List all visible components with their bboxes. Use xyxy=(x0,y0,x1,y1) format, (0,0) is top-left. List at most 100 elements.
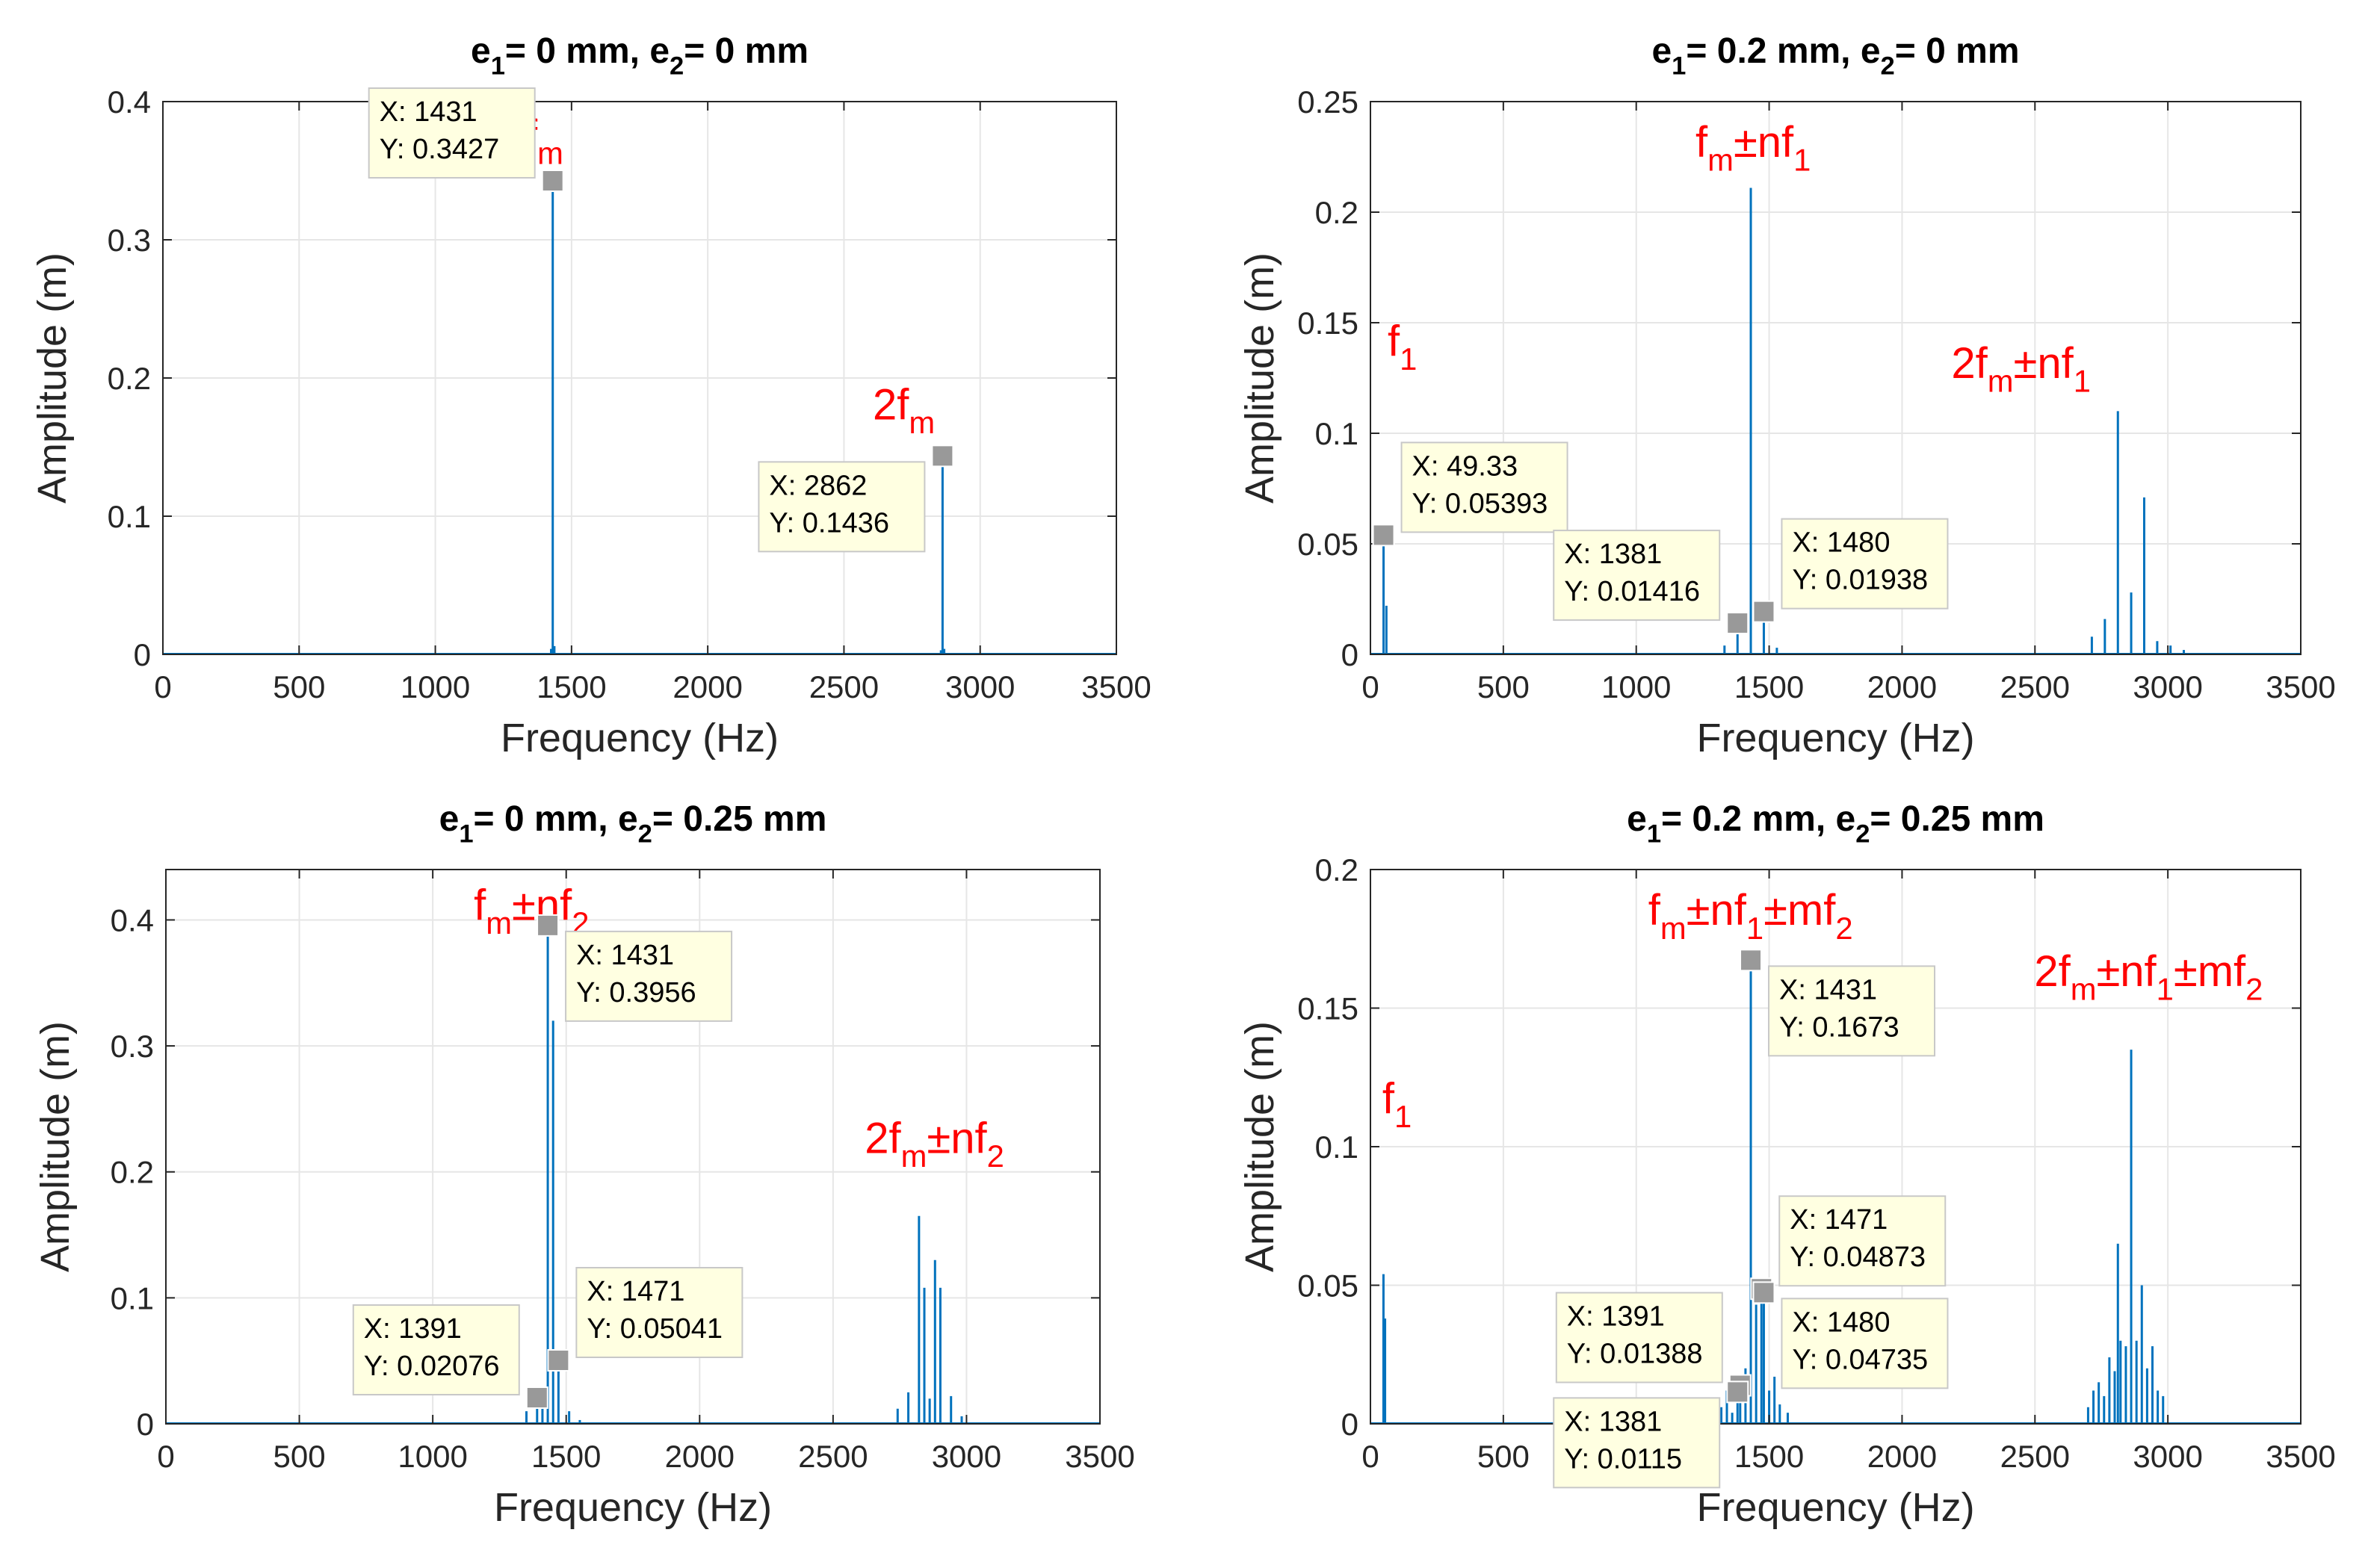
axes-box xyxy=(1370,101,2302,655)
datatip-marker[interactable] xyxy=(541,170,564,193)
datatip[interactable]: X: 1480 Y: 0.01938 xyxy=(1752,518,1949,623)
chart-panel-4: 050010001500200025003000350000.050.10.15… xyxy=(1237,799,2336,1530)
datatip-text: Y: 0.0115 xyxy=(1564,1443,1682,1475)
datatip[interactable]: X: 1431 Y: 0.3956 xyxy=(537,914,733,1022)
datatip-marker[interactable] xyxy=(1726,1380,1749,1404)
y-tick-label: 0.1 xyxy=(1315,416,1358,451)
x-tick-label: 500 xyxy=(273,669,325,704)
y-tick-label: 0 xyxy=(137,1407,154,1442)
x-tick-label: 3500 xyxy=(1065,1439,1134,1474)
datatip-text: Y: 0.04873 xyxy=(1790,1242,1926,1273)
chart-panel-3: 0 500 1000 1500 2000 2500 3000 3500 0 0.1 0.2 0.3 0.… xyxy=(33,799,1135,1530)
x-tick-label: 2500 xyxy=(2000,669,2070,704)
y-tick-label: 0.15 xyxy=(1297,306,1358,341)
datatip-marker[interactable] xyxy=(1752,1281,1775,1304)
datatip-text: X: 1480 xyxy=(1792,1307,1890,1338)
datatip[interactable]: X: 1431 Y: 0.3427 xyxy=(368,87,564,193)
x-tick-label: 3500 xyxy=(1081,669,1151,704)
datatip-box xyxy=(1781,1298,1949,1389)
x-tick-label: 3000 xyxy=(2133,669,2202,704)
datatip-text: Y: 0.05393 xyxy=(1412,488,1548,519)
datatip-text: Y: 0.02076 xyxy=(364,1351,500,1382)
datatip[interactable]: X: 49.33 Y: 0.05393 xyxy=(1372,441,1568,547)
datatip-box xyxy=(1781,518,1949,610)
datatip-text: X: 1391 xyxy=(364,1313,462,1345)
x-tick-label: 1500 xyxy=(531,1439,601,1474)
datatip-box xyxy=(1778,1195,1947,1287)
x-tick-label: 0 xyxy=(157,1439,174,1474)
peak-annotation: fm±nf1±mf2 xyxy=(1648,886,1853,946)
datatip[interactable]: X: 1381 Y: 0.0115 xyxy=(1553,1380,1749,1489)
datatip-text: X: 1431 xyxy=(576,940,674,971)
datatip-box xyxy=(368,87,536,179)
y-tick-label: 0.25 xyxy=(1297,84,1358,120)
x-tick-label: 2500 xyxy=(809,669,879,704)
datatip-marker[interactable] xyxy=(931,444,954,468)
y-tick-label: 0 xyxy=(134,637,151,672)
y-axis-label: Amplitude (m) xyxy=(33,1021,78,1272)
y-tick-label: 0.05 xyxy=(1297,1268,1358,1304)
peak-annotation: fm±nf2 xyxy=(474,881,589,941)
datatip-box xyxy=(1768,965,1936,1057)
x-tick-label: 3000 xyxy=(2133,1439,2202,1474)
datatip-marker[interactable] xyxy=(1752,600,1775,623)
x-tick-label: 0 xyxy=(1361,1439,1379,1474)
datatip-box xyxy=(1553,530,1721,622)
datatip-box xyxy=(1555,1292,1723,1383)
y-tick-label: 0 xyxy=(1341,1407,1358,1442)
datatip-text: Y: 0.1436 xyxy=(769,507,889,539)
y-tick-label: 0.2 xyxy=(108,361,151,396)
datatip-text: X: 1471 xyxy=(1790,1204,1888,1236)
datatip[interactable]: X: 1391 Y: 0.01388 xyxy=(1555,1292,1752,1397)
datatip-text: X: 1471 xyxy=(587,1276,684,1307)
datatip-text: Y: 0.3956 xyxy=(576,977,696,1008)
y-tick-label: 0.2 xyxy=(111,1155,154,1190)
datatip-text: X: 2862 xyxy=(769,470,867,501)
y-tick-label: 0.1 xyxy=(1315,1129,1358,1165)
chart-panel-1: 0 500 1000 1500 2000 2500 3000 3500 0 0.1 0.2 0.3 0.… xyxy=(30,31,1152,760)
datatip-marker[interactable] xyxy=(547,1348,570,1372)
datatip-text: X: 1391 xyxy=(1567,1301,1665,1333)
datatip-marker[interactable] xyxy=(1740,949,1763,972)
datatip-text: X: 1431 xyxy=(380,96,477,128)
datatip[interactable]: X: 2862 Y: 0.1436 xyxy=(758,444,954,553)
datatip[interactable]: X: 1431 Y: 0.1673 xyxy=(1740,949,1936,1057)
datatip[interactable]: X: 1381 Y: 0.01416 xyxy=(1553,530,1749,635)
datatip-text: X: 1381 xyxy=(1564,1406,1662,1437)
y-tick-label: 0.05 xyxy=(1297,527,1358,562)
x-tick-label: 0 xyxy=(154,669,171,704)
y-axis-label: Amplitude (m) xyxy=(1237,252,1282,503)
datatip-marker[interactable] xyxy=(1372,524,1395,547)
x-tick-label: 3500 xyxy=(2266,669,2335,704)
x-tick-label: 3000 xyxy=(932,1439,1001,1474)
datatip[interactable]: X: 1471 Y: 0.04873 xyxy=(1750,1195,1947,1301)
datatip-marker[interactable] xyxy=(1726,612,1749,635)
datatip-text: Y: 0.04735 xyxy=(1792,1344,1928,1375)
y-tick-label: 0.4 xyxy=(111,902,154,938)
datatip-box xyxy=(565,930,733,1022)
datatip[interactable]: X: 1391 Y: 0.02076 xyxy=(352,1304,548,1409)
datatip-marker[interactable] xyxy=(537,914,560,937)
datatip-marker[interactable] xyxy=(525,1386,548,1409)
x-tick-label: 1000 xyxy=(398,1439,467,1474)
datatip-box xyxy=(758,461,926,553)
peak-annotation: f1 xyxy=(1382,1074,1412,1134)
axes-box xyxy=(165,869,1101,1425)
datatip-box xyxy=(1553,1397,1721,1489)
x-tick-label: 2000 xyxy=(1867,669,1937,704)
y-tick-label: 0.4 xyxy=(108,84,151,120)
x-tick-label: 0 xyxy=(1361,669,1379,704)
datatip-box xyxy=(575,1266,744,1358)
peak-annotation: fm±nf1 xyxy=(1695,118,1811,178)
datatip[interactable]: X: 1471 Y: 0.05041 xyxy=(547,1266,744,1372)
y-tick-label: 0.2 xyxy=(1315,195,1358,230)
x-tick-label: 1500 xyxy=(537,669,606,704)
y-tick-label: 0.3 xyxy=(108,223,151,258)
x-tick-label: 1500 xyxy=(1734,669,1804,704)
datatip-text: X: 1431 xyxy=(1779,974,1877,1005)
y-tick-label: 0.1 xyxy=(111,1280,154,1316)
datatip[interactable]: X: 1480 Y: 0.04735 xyxy=(1752,1281,1949,1389)
datatip-text: Y: 0.01388 xyxy=(1567,1339,1703,1370)
chart-title: e1= 0 mm, e2= 0 mm xyxy=(471,31,809,80)
x-tick-label: 1000 xyxy=(401,669,470,704)
